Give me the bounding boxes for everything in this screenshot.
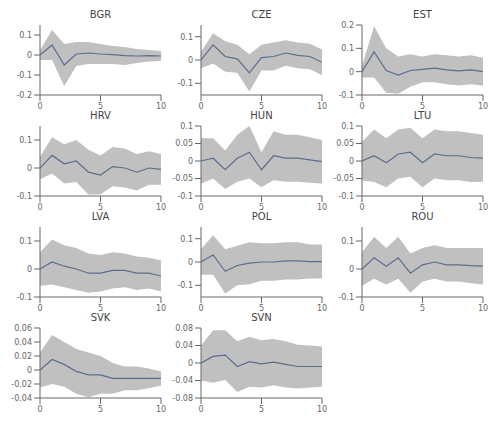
html-text:EST: EST bbox=[413, 9, 432, 20]
html-text:ROU: ROU bbox=[411, 211, 434, 222]
html-text:LVA: LVA bbox=[91, 211, 110, 222]
svg-text:0: 0 bbox=[27, 164, 32, 173]
svg-text:0.08: 0.08 bbox=[175, 324, 193, 333]
svg-text:0.1: 0.1 bbox=[180, 235, 193, 244]
svg-text:5: 5 bbox=[420, 203, 425, 210]
svg-text:0: 0 bbox=[37, 304, 42, 311]
svg-text:-0.1: -0.1 bbox=[177, 281, 193, 290]
svg-text:0: 0 bbox=[349, 68, 354, 77]
svg-text:-0.1: -0.1 bbox=[16, 293, 32, 302]
svg-text:-0.1: -0.1 bbox=[16, 192, 32, 201]
svg-text:0: 0 bbox=[359, 304, 364, 311]
html-text:HRV: HRV bbox=[90, 110, 111, 121]
svg-text:0: 0 bbox=[198, 304, 203, 311]
svg-text:5: 5 bbox=[259, 102, 264, 109]
svg-text:0.1: 0.1 bbox=[180, 122, 193, 131]
svg-text:10: 10 bbox=[478, 102, 488, 109]
svg-text:10: 10 bbox=[317, 203, 327, 210]
svg-text:0.02: 0.02 bbox=[14, 352, 32, 361]
svg-text:0.1: 0.1 bbox=[180, 33, 193, 42]
svg-text:10: 10 bbox=[317, 405, 327, 412]
svg-text:-0.05: -0.05 bbox=[172, 174, 193, 183]
svg-text:0: 0 bbox=[37, 203, 42, 210]
svg-text:0: 0 bbox=[198, 102, 203, 109]
svg-text:0: 0 bbox=[188, 56, 193, 65]
html-text:SVN: SVN bbox=[251, 312, 272, 323]
svg-text:-0.05: -0.05 bbox=[333, 174, 354, 183]
svg-text:-0.02: -0.02 bbox=[11, 380, 32, 389]
svg-text:-0.04: -0.04 bbox=[172, 376, 193, 385]
svg-text:10: 10 bbox=[156, 102, 166, 109]
svg-text:0: 0 bbox=[198, 203, 203, 210]
svg-text:0.1: 0.1 bbox=[19, 237, 32, 246]
html-text:LTU: LTU bbox=[413, 110, 432, 121]
svg-text:-0.1: -0.1 bbox=[338, 293, 354, 302]
svg-text:0.1: 0.1 bbox=[19, 31, 32, 40]
svg-text:0: 0 bbox=[27, 265, 32, 274]
svg-text:-0.04: -0.04 bbox=[11, 394, 32, 403]
svg-text:-0.1: -0.1 bbox=[177, 79, 193, 88]
svg-text:10: 10 bbox=[156, 405, 166, 412]
svg-text:5: 5 bbox=[420, 102, 425, 109]
svg-text:0: 0 bbox=[359, 102, 364, 109]
svg-text:0.05: 0.05 bbox=[336, 139, 354, 148]
svg-text:5: 5 bbox=[259, 304, 264, 311]
svg-text:10: 10 bbox=[156, 203, 166, 210]
svg-text:-0.1: -0.1 bbox=[177, 192, 193, 201]
svg-text:0: 0 bbox=[359, 203, 364, 210]
svg-text:-0.08: -0.08 bbox=[172, 394, 193, 403]
svg-text:0: 0 bbox=[188, 157, 193, 166]
html-text:CZE: CZE bbox=[251, 9, 272, 20]
svg-text:0.1: 0.1 bbox=[341, 122, 354, 131]
html-text:SVK: SVK bbox=[90, 312, 111, 323]
html-text:BGR: BGR bbox=[89, 9, 112, 20]
svg-text:0: 0 bbox=[27, 51, 32, 60]
svg-text:0.04: 0.04 bbox=[14, 338, 32, 347]
svg-text:0.1: 0.1 bbox=[341, 44, 354, 53]
svg-text:5: 5 bbox=[98, 304, 103, 311]
svg-text:10: 10 bbox=[317, 102, 327, 109]
html-text:POL: POL bbox=[251, 211, 272, 222]
svg-text:-0.1: -0.1 bbox=[338, 192, 354, 201]
svg-text:0: 0 bbox=[349, 157, 354, 166]
svg-text:-0.1: -0.1 bbox=[338, 91, 354, 100]
svg-text:-0.2: -0.2 bbox=[16, 91, 32, 100]
svg-text:0: 0 bbox=[37, 102, 42, 109]
svg-text:5: 5 bbox=[259, 203, 264, 210]
svg-text:10: 10 bbox=[478, 203, 488, 210]
svg-text:10: 10 bbox=[478, 304, 488, 311]
svg-text:0.1: 0.1 bbox=[19, 136, 32, 145]
svg-text:0: 0 bbox=[198, 405, 203, 412]
svg-text:10: 10 bbox=[317, 304, 327, 311]
svg-text:0: 0 bbox=[27, 366, 32, 375]
svg-text:-0.1: -0.1 bbox=[16, 71, 32, 80]
svg-text:0: 0 bbox=[188, 359, 193, 368]
svg-text:0.1: 0.1 bbox=[341, 237, 354, 246]
svg-text:5: 5 bbox=[259, 405, 264, 412]
html-text:HUN: HUN bbox=[250, 110, 273, 121]
svg-text:0.06: 0.06 bbox=[14, 324, 32, 333]
svg-text:5: 5 bbox=[420, 304, 425, 311]
svg-text:5: 5 bbox=[98, 102, 103, 109]
svg-text:0.2: 0.2 bbox=[341, 21, 354, 30]
svg-text:0: 0 bbox=[188, 258, 193, 267]
svg-text:0.05: 0.05 bbox=[175, 139, 193, 148]
svg-text:5: 5 bbox=[98, 203, 103, 210]
svg-text:0: 0 bbox=[349, 265, 354, 274]
svg-text:0: 0 bbox=[37, 405, 42, 412]
svg-text:0.04: 0.04 bbox=[175, 341, 193, 350]
svg-text:10: 10 bbox=[156, 304, 166, 311]
svg-text:5: 5 bbox=[98, 405, 103, 412]
